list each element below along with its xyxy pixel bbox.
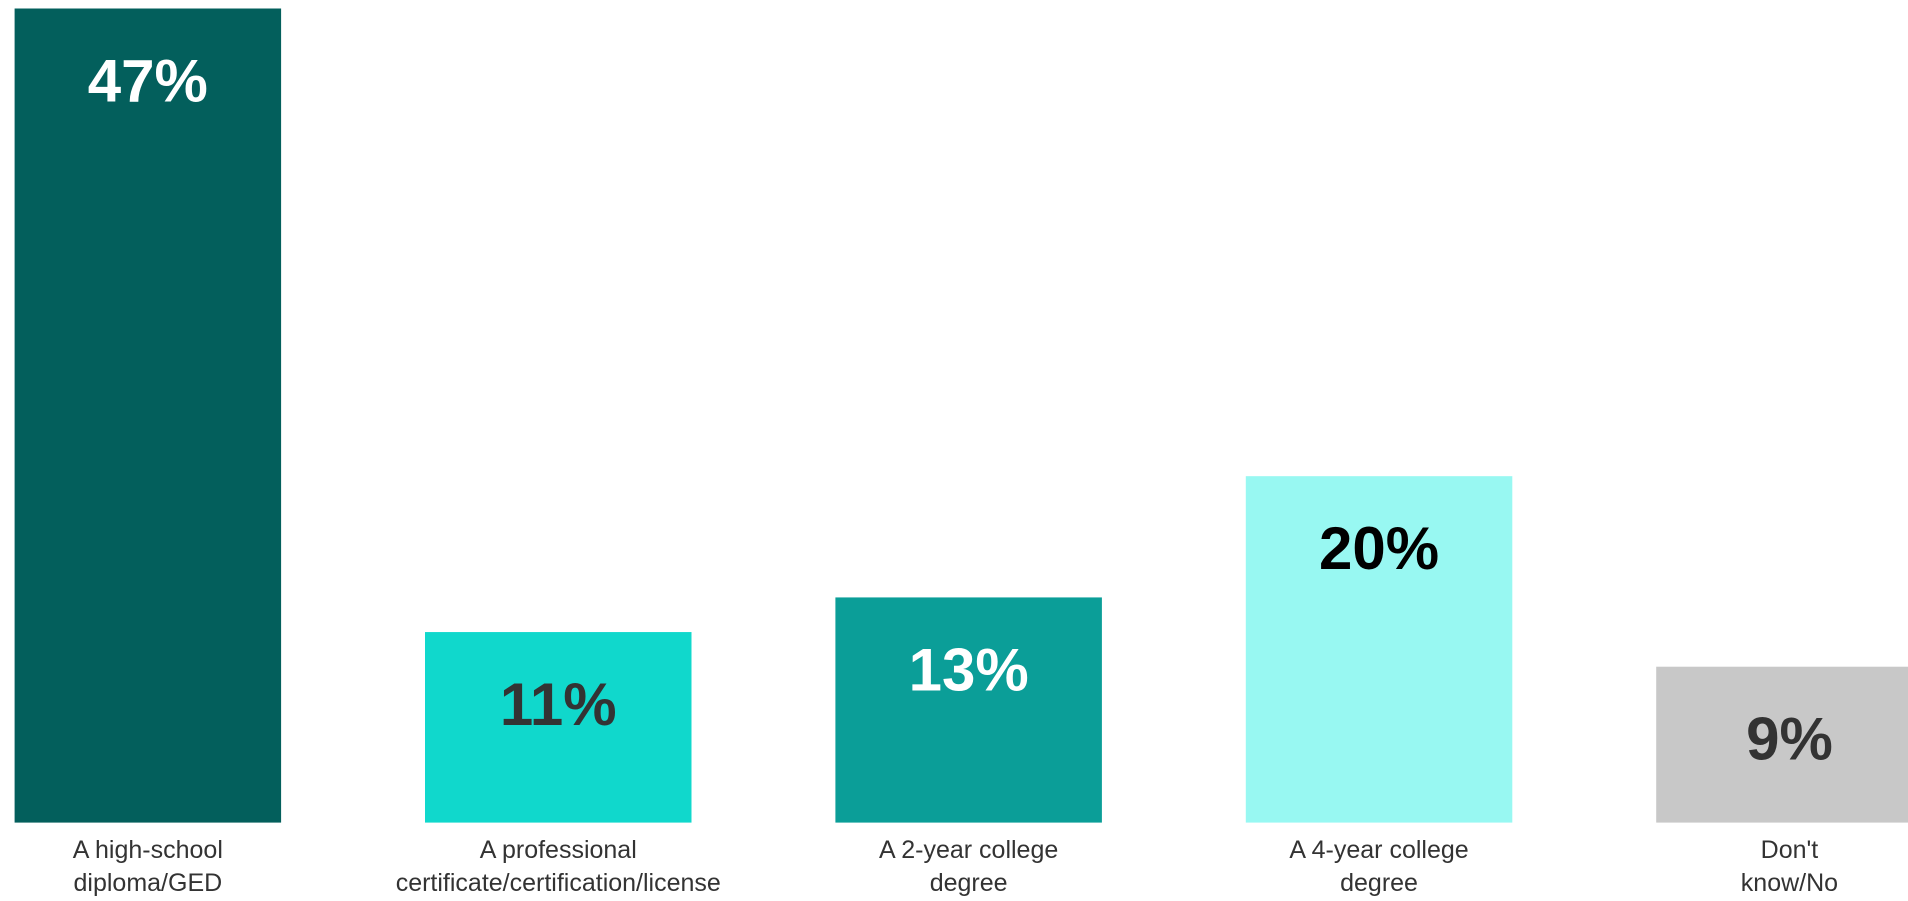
category-label: A professional certificate/certification… [395,836,721,897]
value-label: 11% [500,671,617,738]
bar [14,8,282,823]
value-label: 20% [1319,515,1439,582]
bar [1245,476,1513,823]
category-label: A 2-year college degree [879,836,1059,897]
value-label: 13% [909,636,1029,703]
category-label: Don't know/No opinion [1740,836,1839,897]
bar [425,632,692,823]
category-label: A high-school diploma/GED [72,836,223,897]
value-label: 47% [88,47,208,114]
bar [1656,666,1908,823]
bar [835,597,1102,823]
category-label: A 4-year college degree [1289,836,1469,897]
value-label: 9% [1746,706,1833,773]
